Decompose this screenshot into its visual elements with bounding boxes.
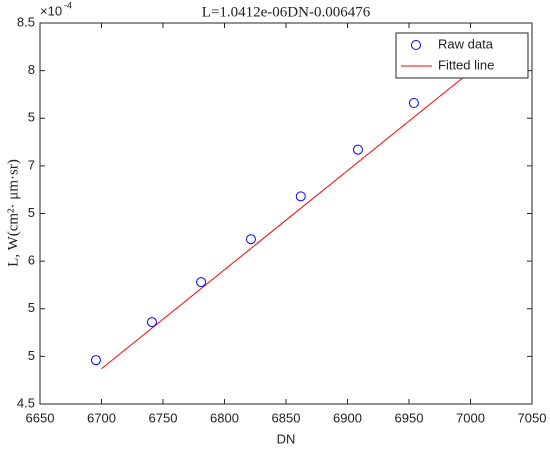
data-point [352,144,363,155]
legend-label: Fitted line [438,57,494,72]
x-tick-label: 6650 [26,410,55,425]
y-tick-label: 7 [28,157,35,172]
x-tick-label: 7000 [456,410,485,425]
legend-marker [411,40,421,50]
x-tick-label: 6800 [210,410,239,425]
y-tick-label: 6 [28,253,35,268]
data-point [146,317,157,328]
data-point [295,191,306,202]
x-axis-label: DN [277,431,296,446]
x-tick-label: 6950 [395,410,424,425]
x-tick-label: 6750 [149,410,178,425]
y-tick-label: 5 [28,205,35,220]
x-tick-label: 6850 [272,410,301,425]
y-multiplier: ×10 [40,3,62,18]
y-tick-label: 8.5 [17,14,35,29]
y-tick-label: 8 [28,62,35,77]
y-multiplier-exponent: -4 [64,0,72,10]
data-point [408,98,419,109]
data-point [90,355,101,366]
fitted-line [101,71,471,370]
data-point [245,234,256,245]
plot-frame [39,22,533,405]
x-tick-label: 6700 [87,410,116,425]
y-tick-label: 5 [28,348,35,363]
legend-label: Raw data [438,36,494,51]
x-tick-label: 6900 [333,410,362,425]
x-tick-label: 7050 [518,410,547,425]
chart-title: L=1.0412e-06DN-0.006476 [202,4,371,20]
y-axis-label: L, W(cm²· μm·sr) [5,159,21,267]
y-tick-label: 4.5 [17,395,35,410]
data-point [196,277,207,288]
y-tick-label: 5 [28,300,35,315]
y-tick-label: 5 [28,110,35,125]
